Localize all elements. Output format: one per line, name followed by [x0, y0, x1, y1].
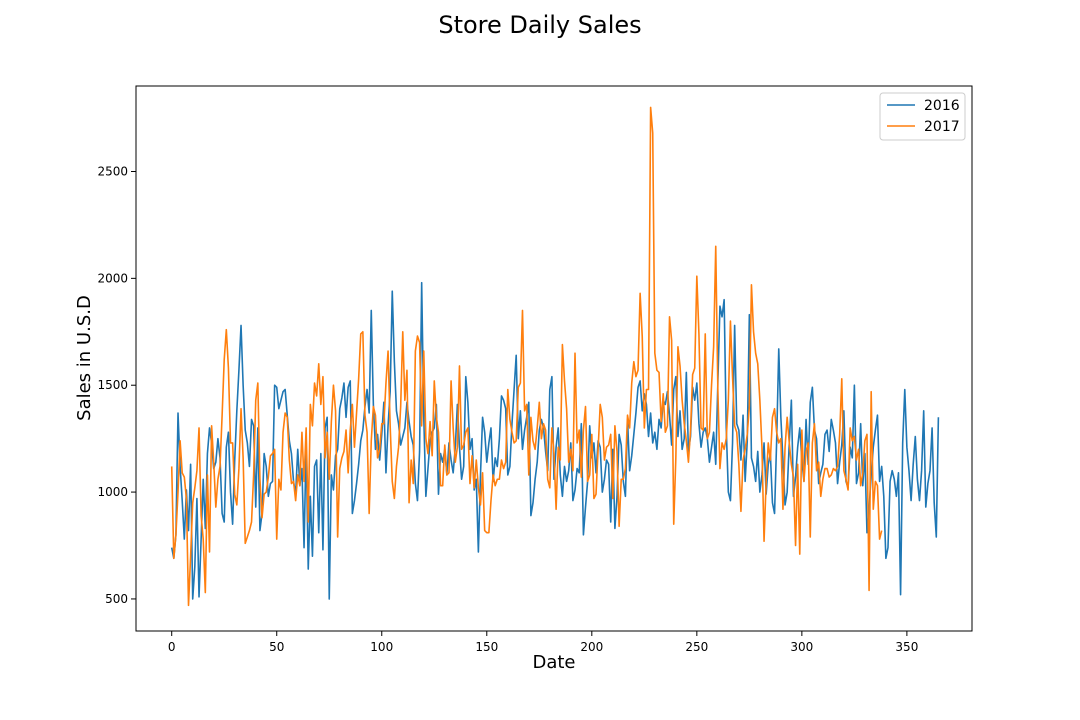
- x-tick-label: 0: [168, 640, 176, 654]
- x-tick-label: 300: [790, 640, 813, 654]
- x-tick-label: 50: [269, 640, 284, 654]
- x-tick-label: 250: [685, 640, 708, 654]
- x-tick-label: 350: [895, 640, 918, 654]
- plot-frame: [135, 85, 973, 632]
- x-axis-label: Date: [532, 652, 575, 673]
- y-tick-label: 1500: [97, 378, 128, 392]
- y-tick-label: 500: [105, 592, 128, 606]
- x-tick-label: 100: [370, 640, 393, 654]
- y-axis-label: Sales in U.S.D: [74, 295, 95, 421]
- x-axis: 0 50 100 150 200 250 300 350: [168, 631, 918, 654]
- legend: 2016 2017: [879, 92, 966, 141]
- y-tick-label: 1000: [97, 485, 128, 499]
- series-layer: [170, 106, 940, 607]
- chart-title: Store Daily Sales: [438, 11, 641, 39]
- series-line-2016: [170, 281, 940, 600]
- x-tick-label: 150: [475, 640, 498, 654]
- y-axis: 500 1000 1500 2000 2500: [97, 164, 136, 606]
- y-tick-label: 2500: [97, 164, 128, 178]
- series-line-2017: [170, 106, 883, 607]
- y-tick-label: 2000: [97, 271, 128, 285]
- legend-label-2016: 2016: [924, 98, 960, 114]
- x-tick-label: 200: [580, 640, 603, 654]
- legend-label-2017: 2017: [924, 119, 960, 135]
